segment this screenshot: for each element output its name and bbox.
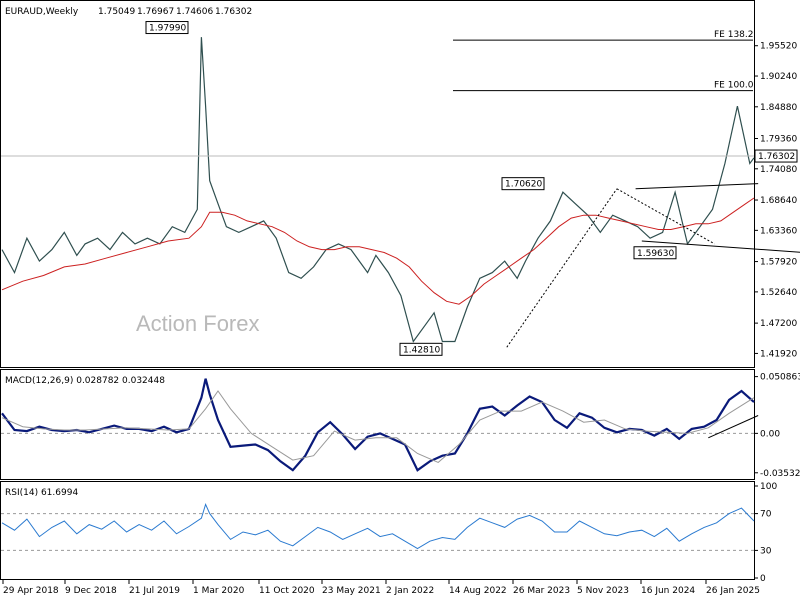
x-tick-label: 2 Jan 2022	[386, 586, 434, 596]
trend-line	[616, 188, 715, 245]
rsi-panel-frame	[0, 481, 755, 580]
x-tick-label: 5 Nov 2023	[577, 586, 629, 596]
price-header-high: 1.76967	[137, 7, 174, 17]
annotation-box	[501, 177, 545, 191]
x-tick-label: 9 Dec 2018	[65, 586, 117, 596]
y-tick-label: 100	[760, 482, 777, 492]
price-header-open: 1.75049	[98, 7, 135, 17]
series-line-moving-average	[1, 197, 755, 305]
macd-panel-frame	[0, 369, 755, 480]
y-tick-label: 0.050863	[760, 373, 800, 383]
x-tick-label: 23 May 2021	[322, 586, 381, 596]
annotation-label: 1.70620	[505, 180, 542, 190]
x-tick-label: 21 Jul 2019	[129, 586, 180, 596]
y-tick-label: 0	[760, 574, 766, 584]
y-tick-label: 1.47200	[760, 319, 797, 329]
y-tick-label: 1.90240	[760, 72, 797, 82]
annotation-box	[399, 342, 443, 356]
price-header-symbol: EURAUD,Weekly	[5, 7, 79, 17]
price-header-low: 1.74606	[176, 7, 213, 17]
rsi-panel	[1, 502, 755, 551]
annotation-label: 1.59630	[637, 249, 674, 259]
x-tick-label: 14 Aug 2022	[449, 586, 507, 596]
y-tick-label: 0.00	[760, 429, 780, 439]
price-header-close: 1.76302	[215, 7, 252, 17]
y-tick-label: 1.63360	[760, 226, 797, 236]
series-line-price	[1, 37, 755, 343]
fib-level-label: FE 138.2	[714, 30, 754, 40]
y-tick-label: 1.57920	[760, 258, 797, 268]
current-price-label: 1.76302	[758, 152, 795, 162]
y-tick-label: 1.74080	[760, 165, 797, 175]
annotation-box	[145, 21, 189, 35]
annotation-label: 1.97990	[149, 24, 186, 34]
price-panel-frame	[0, 0, 755, 368]
trend-line	[506, 188, 618, 348]
x-tick-label: 1 Mar 2020	[193, 586, 245, 596]
series-line-macd	[1, 378, 755, 472]
annotation-box	[633, 246, 677, 260]
trend-line	[635, 183, 759, 190]
y-tick-label: 30	[760, 546, 772, 556]
current-price-box	[754, 149, 798, 163]
series-line-rsi	[1, 502, 755, 550]
y-tick-label: 70	[760, 510, 772, 520]
y-tick-label: 1.84880	[760, 103, 797, 113]
y-tick-label: -0.035322	[760, 469, 800, 479]
y-tick-label: 1.95520	[760, 42, 797, 52]
rsi-title: RSI(14) 61.6994	[5, 488, 78, 498]
y-tick-label: 1.41920	[760, 349, 797, 359]
y-tick-label: 1.68640	[760, 196, 797, 206]
price-panel: FE 138.2 FE 100.0 1.97990 1.70620 1.59630 1.4…	[1, 21, 800, 356]
trend-line	[641, 240, 800, 253]
x-tick-label: 16 Jun 2024	[641, 586, 695, 596]
macd-panel	[1, 378, 759, 472]
macd-title: MACD(12,26,9) 0.028782 0.032448	[5, 376, 165, 386]
x-tick-label: 26 Mar 2023	[513, 586, 570, 596]
x-tick-label: 29 Apr 2018	[3, 586, 59, 596]
macd-trend-line	[708, 415, 759, 439]
y-tick-label: 1.52640	[760, 288, 797, 298]
fib-level-label: FE 100.0	[714, 81, 754, 91]
annotation-label: 1.42810	[403, 345, 440, 355]
y-tick-label: 1.79360	[760, 134, 797, 144]
series-line-signal	[1, 390, 755, 463]
watermark: Action Forex	[136, 311, 260, 336]
axes: 1.95520 1.90240 1.84880 1.79360 1.74080 1.686…	[2, 42, 800, 596]
x-tick-label: 26 Jan 2025	[706, 586, 760, 596]
x-tick-label: 11 Oct 2020	[259, 586, 315, 596]
